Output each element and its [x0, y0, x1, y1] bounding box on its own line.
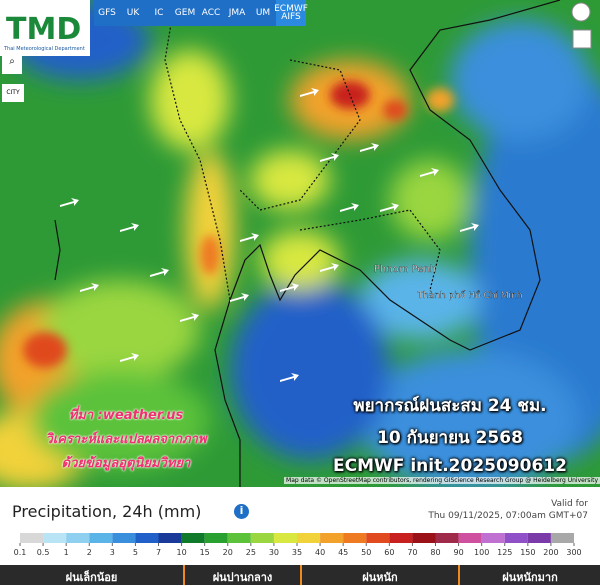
valid-time: Thu 09/11/2025, 07:00am GMT+07 — [428, 511, 588, 521]
scale-label: 15 — [200, 548, 210, 557]
scale-label: 10 — [176, 548, 186, 557]
source-text: วิเคราะห์และแปลผลจากภาพ — [45, 432, 207, 447]
scale-label: 60 — [384, 548, 394, 557]
scale-label: 80 — [430, 548, 440, 557]
source-text: ที่มา :weather.us — [68, 408, 184, 423]
scale-label: 2 — [87, 548, 92, 557]
coastline — [54, 0, 561, 487]
scale-label: 20 — [223, 548, 233, 557]
overlay-text: 10 กันยายน 2568 — [377, 428, 523, 448]
model-bar: GFS UK IC GEM ACC JMA UM ECMWF AIFS — [94, 0, 308, 26]
source-text: ด้วยข้อมูลอุตุนิยมวิทยา — [61, 456, 191, 471]
scale-label: 200 — [543, 548, 558, 557]
wind-arrows — [60, 88, 479, 382]
color-swatch — [66, 533, 90, 543]
color-swatch — [527, 533, 551, 543]
model-button[interactable]: UK — [126, 8, 140, 18]
category-label: ฝนปานกลาง — [212, 571, 273, 584]
zoom-button[interactable]: ⌕ — [2, 56, 22, 74]
scale-label: 100 — [474, 548, 489, 557]
model-button[interactable]: GFS — [98, 8, 116, 18]
color-swatch — [458, 533, 482, 543]
color-swatch — [112, 533, 136, 543]
city-label: Thành phố Hồ Chí Minh — [417, 290, 523, 301]
legend-panel: Precipitation, 24h (mm) i Valid for Thu … — [0, 487, 600, 585]
info-button[interactable]: i — [234, 504, 249, 519]
color-scale: 0.1 0.5 1 2 3 5 7 10 15 20 25 30 35 40 45 50 60 70 80 90 100… — [14, 533, 582, 557]
city-button[interactable]: CITY — [2, 84, 24, 102]
valid-label: Valid for — [551, 499, 588, 509]
color-swatch — [435, 533, 459, 543]
color-swatch — [20, 533, 44, 543]
scale-label: 7 — [156, 548, 161, 557]
color-swatch — [43, 533, 67, 543]
color-swatch — [273, 533, 297, 543]
attribution: Map data © OpenStreetMap contributors, r… — [284, 477, 600, 484]
model-button[interactable]: ACC — [201, 8, 221, 18]
scale-label: 70 — [407, 548, 417, 557]
refresh-button[interactable] — [571, 2, 591, 22]
color-swatch — [204, 533, 228, 543]
model-button[interactable]: JMA — [228, 8, 246, 18]
scale-label: 300 — [566, 548, 581, 557]
scale-label: 50 — [361, 548, 371, 557]
model-button[interactable]: UM — [255, 8, 271, 18]
color-swatch — [158, 533, 182, 543]
color-swatch — [550, 533, 574, 543]
color-swatch — [481, 533, 505, 543]
overlay-text: ECMWF init.2025090612 — [333, 456, 567, 476]
category-label: ฝนหนัก — [362, 571, 398, 584]
scale-label: 150 — [520, 548, 535, 557]
color-swatch — [389, 533, 413, 543]
scale-label: 30 — [269, 548, 279, 557]
legend-title: Precipitation, 24h (mm) — [12, 502, 202, 521]
logo: TMD Thai Meteorological Department — [0, 0, 90, 56]
color-swatch — [320, 533, 344, 543]
scale-label: 0.5 — [37, 548, 50, 557]
scale-label: 125 — [497, 548, 512, 557]
category-label: ฝนเล็กน้อย — [65, 571, 118, 584]
scale-label: 90 — [453, 548, 463, 557]
scale-label: 5 — [133, 548, 138, 557]
color-swatch — [343, 533, 367, 543]
model-button[interactable]: ECMWF AIFS — [274, 0, 308, 26]
city-label: Phnom Penh — [374, 264, 436, 275]
color-swatch — [297, 533, 321, 543]
scale-label: 35 — [292, 548, 302, 557]
model-button[interactable]: IC — [154, 8, 164, 18]
scale-label: 40 — [315, 548, 325, 557]
map: Phnom Penh Thành phố Hồ Chí Minh — [0, 0, 600, 487]
color-swatch — [89, 533, 113, 543]
color-swatch — [366, 533, 390, 543]
scale-label: 0.1 — [14, 548, 27, 557]
color-swatch — [181, 533, 205, 543]
color-swatch — [135, 533, 159, 543]
category-bar — [0, 565, 600, 585]
color-swatch — [250, 533, 274, 543]
logo-title: TMD — [6, 12, 82, 47]
color-swatch — [504, 533, 528, 543]
scale-label: 25 — [246, 548, 256, 557]
category-label: ฝนหนักมาก — [502, 571, 558, 584]
logo-subtitle: Thai Meteorological Department — [4, 46, 85, 52]
model-button[interactable]: GEM — [174, 8, 196, 18]
overlay-text: พยากรณ์ฝนสะสม 24 ชม. — [353, 396, 547, 416]
scale-label: 45 — [338, 548, 348, 557]
fullscreen-button[interactable] — [572, 29, 592, 49]
scale-label: 1 — [64, 548, 69, 557]
scale-label: 3 — [110, 548, 115, 557]
color-swatch — [227, 533, 251, 543]
color-swatch — [412, 533, 436, 543]
